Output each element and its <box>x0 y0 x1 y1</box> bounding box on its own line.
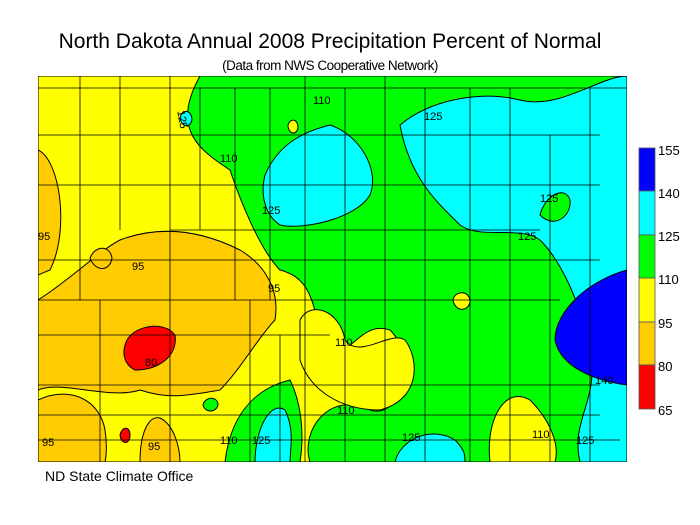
contour-labels: 125 110 125 110 125 95 95 95 125 125 110… <box>38 95 613 453</box>
contour-label: 95 <box>38 231 50 243</box>
contour-label: 95 <box>268 283 280 295</box>
legend-colorbar <box>638 147 656 410</box>
legend-tick: 95 <box>658 316 673 331</box>
contour-label: 110 <box>532 429 550 441</box>
zone-65-80-small <box>119 427 131 443</box>
zone-95-110-island-n <box>287 119 299 134</box>
legend-tick: 125 <box>658 229 680 244</box>
legend-bin-65-80 <box>638 364 656 410</box>
contour-label: 110 <box>337 405 355 417</box>
contour-label: 110 <box>220 435 238 447</box>
contour-label: 125 <box>174 109 189 129</box>
contour-label: 110 <box>220 153 238 165</box>
zone-110-125-island <box>202 397 219 412</box>
contour-label: 95 <box>42 437 54 449</box>
contour-label: 125 <box>262 205 280 217</box>
zone-80-95-central <box>38 230 277 397</box>
contour-label: 125 <box>402 432 420 444</box>
zone-125-140-south <box>254 407 292 462</box>
county-boundaries <box>38 76 627 462</box>
contour-label: 125 <box>518 231 536 243</box>
legend-bin-110-125 <box>638 234 656 279</box>
zone-125-140-island-n <box>179 111 193 127</box>
legend-tick: 140 <box>658 186 680 201</box>
zone-110-125-ne-island <box>539 192 571 222</box>
legend-tick: 65 <box>658 403 673 418</box>
map-subtitle: (Data from NWS Cooperative Network) <box>222 58 438 73</box>
zone-95-110-se <box>488 396 557 462</box>
contour-label: 125 <box>576 435 594 447</box>
contour-label: 125 <box>252 435 270 447</box>
contour-label: 125 <box>540 193 558 205</box>
contour-label: 140 <box>595 375 613 387</box>
legend-bin-140-155 <box>638 147 656 192</box>
contour-label: 110 <box>313 95 331 107</box>
legend-tick: 80 <box>658 359 673 374</box>
map-title: North Dakota Annual 2008 Precipitation P… <box>58 30 602 53</box>
contour-label: 125 <box>424 111 442 123</box>
zone-80-95-small <box>89 247 113 269</box>
contour-label: 95 <box>148 441 160 453</box>
credit-text: ND State Climate Office <box>45 468 194 484</box>
legend-tick: 155 <box>658 143 680 158</box>
legend-tick: 110 <box>658 272 679 287</box>
contour-label: 110 <box>335 337 353 349</box>
legend-bin-125-140 <box>638 190 656 236</box>
contour-label: 80 <box>145 357 157 369</box>
zone-80-95-sw <box>38 393 107 462</box>
zone-80-95-west <box>38 149 62 276</box>
zone-140-155 <box>554 269 627 386</box>
legend-bin-80-95 <box>638 321 656 366</box>
zone-65-80 <box>123 325 176 371</box>
contour-label: 95 <box>132 261 144 273</box>
zone-95-110-island-e <box>452 292 471 310</box>
legend-bin-95-110 <box>638 277 656 323</box>
